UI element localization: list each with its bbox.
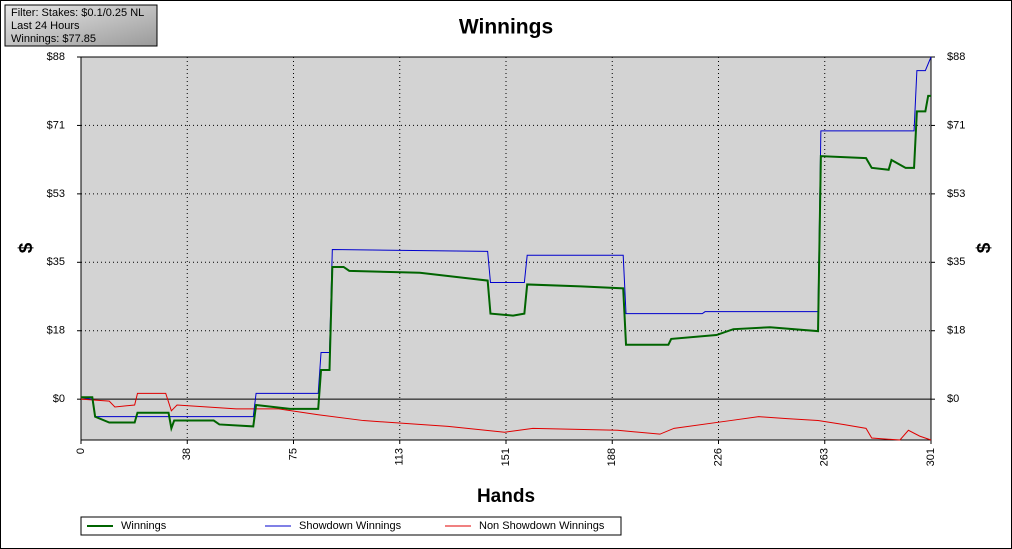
series-line (80, 56, 932, 418)
legend-label: Showdown Winnings (299, 520, 402, 532)
series-line (80, 392, 932, 441)
x-tick-label: 0 (75, 448, 87, 454)
x-tick-label: 188 (606, 448, 618, 466)
filter-text: Winnings: $77.85 (11, 33, 96, 45)
x-tick-label: 151 (500, 448, 512, 466)
legend-label: Winnings (121, 520, 167, 532)
y2-tick-label: $71 (947, 119, 965, 131)
x-tick-label: 301 (925, 448, 937, 466)
x-tick-label: 226 (712, 448, 724, 466)
y-tick-label: $18 (47, 325, 65, 337)
y-tick-label: $53 (47, 188, 65, 200)
x-tick-label: 38 (181, 448, 193, 460)
y2-tick-label: $88 (947, 51, 965, 63)
y2-tick-label: $35 (947, 256, 965, 268)
y-axis-label: $ (16, 242, 37, 253)
y2-axis-label: $ (974, 242, 995, 253)
x-tick-label: 75 (287, 448, 299, 460)
y-tick-label: $0 (53, 393, 65, 405)
series-line (81, 94, 931, 433)
y-tick-label: $88 (47, 51, 65, 63)
x-tick-label: 113 (394, 448, 406, 466)
filter-text: Filter: Stakes: $0.1/0.25 NL (11, 7, 144, 19)
y2-tick-label: $0 (947, 393, 959, 405)
filter-box (4, 4, 158, 47)
x-tick-label: 263 (819, 448, 831, 466)
plot-area (80, 56, 932, 441)
y2-tick-label: $53 (947, 188, 965, 200)
x-axis-label: Hands (477, 486, 535, 507)
y2-tick-label: $18 (947, 325, 965, 337)
y-tick-label: $71 (47, 119, 65, 131)
legend (80, 516, 622, 536)
chart-title: Winnings (459, 16, 553, 39)
legend-label: Non Showdown Winnings (479, 520, 605, 532)
filter-text: Last 24 Hours (11, 20, 80, 32)
y-tick-label: $35 (47, 256, 65, 268)
